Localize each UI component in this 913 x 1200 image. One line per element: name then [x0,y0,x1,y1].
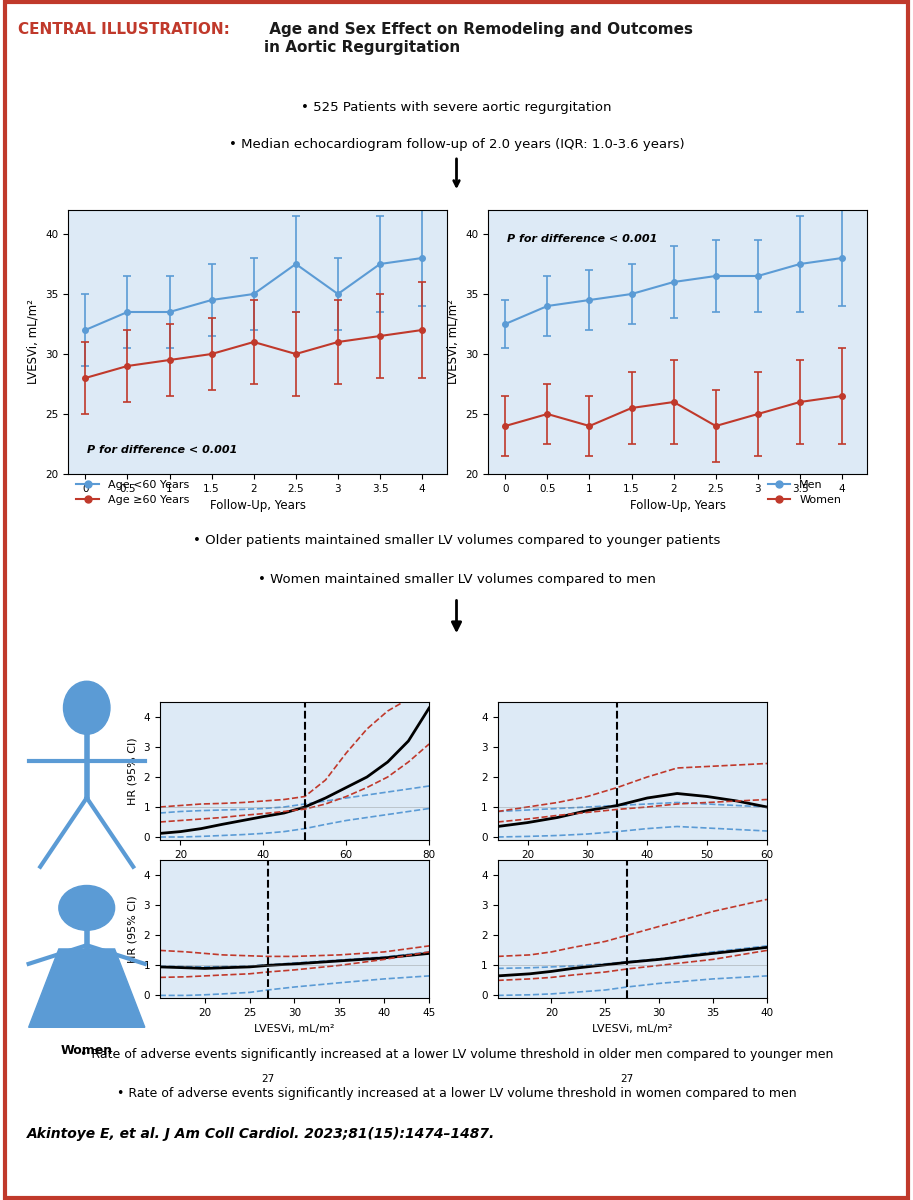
Text: • Women maintained smaller LV volumes compared to men: • Women maintained smaller LV volumes co… [257,574,656,586]
Text: CENTRAL ILLUSTRATION:: CENTRAL ILLUSTRATION: [18,22,230,37]
Text: 27: 27 [620,1074,634,1085]
X-axis label: Follow-Up, Years: Follow-Up, Years [630,499,726,512]
Y-axis label: LVESVi, mL/m²: LVESVi, mL/m² [447,300,460,384]
Text: P for difference < 0.001: P for difference < 0.001 [508,234,657,244]
Y-axis label: HR (95% CI): HR (95% CI) [128,737,138,805]
Text: • Rate of adverse events significantly increased at a lower LV volume threshold : • Rate of adverse events significantly i… [117,1087,796,1099]
Y-axis label: LVESVi, mL/m²: LVESVi, mL/m² [27,300,40,384]
Circle shape [64,682,110,734]
Text: <60 Years: <60 Years [252,677,323,690]
Text: Men: Men [72,890,101,904]
Text: 35: 35 [611,916,624,926]
X-axis label: LVESVi, mL/m²: LVESVi, mL/m² [254,1024,335,1033]
X-axis label: Follow-Up, Years: Follow-Up, Years [210,499,306,512]
X-axis label: LVESVi, mL/m²: LVESVi, mL/m² [592,865,673,875]
Text: LV Remodeling Varies by Sex: LV Remodeling Varies by Sex [570,196,786,208]
Text: Women: Women [60,1044,113,1057]
X-axis label: LVESVi, mL/m²: LVESVi, mL/m² [592,1024,673,1033]
Text: 27: 27 [261,1074,274,1085]
Legend: Men, Women: Men, Women [763,475,845,510]
Text: • Older patients maintained smaller LV volumes compared to younger patients: • Older patients maintained smaller LV v… [193,534,720,547]
Circle shape [58,886,115,930]
Y-axis label: HR (95% CI): HR (95% CI) [128,895,138,964]
Text: • Median echocardiogram follow-up of 2.0 years (IQR: 1.0-3.6 years): • Median echocardiogram follow-up of 2.0… [228,138,685,150]
X-axis label: LVESVi, mL/m²: LVESVi, mL/m² [254,865,335,875]
Text: ≠60 Years: ≠60 Years [594,677,666,690]
Text: Akintoye E, et al. J Am Coll Cardiol. 2023;81(15):1474–1487.: Akintoye E, et al. J Am Coll Cardiol. 20… [27,1127,495,1141]
Text: Age and Sex Effect on Remodeling and Outcomes
in Aortic Regurgitation: Age and Sex Effect on Remodeling and Out… [264,22,693,54]
Text: • Rate of adverse events significantly increased at a lower LV volume threshold : • Rate of adverse events significantly i… [79,1049,834,1061]
Text: 50: 50 [299,916,311,926]
Polygon shape [28,949,145,1027]
Text: • 525 Patients with severe aortic regurgitation: • 525 Patients with severe aortic regurg… [301,101,612,114]
Text: Optimal Discriminatory Threshold for Adverse Event: Optimal Discriminatory Threshold for Adv… [252,644,661,658]
Text: LV Remodeling Varies by Age: LV Remodeling Varies by Age [149,196,367,208]
Text: P for difference < 0.001: P for difference < 0.001 [88,445,237,455]
